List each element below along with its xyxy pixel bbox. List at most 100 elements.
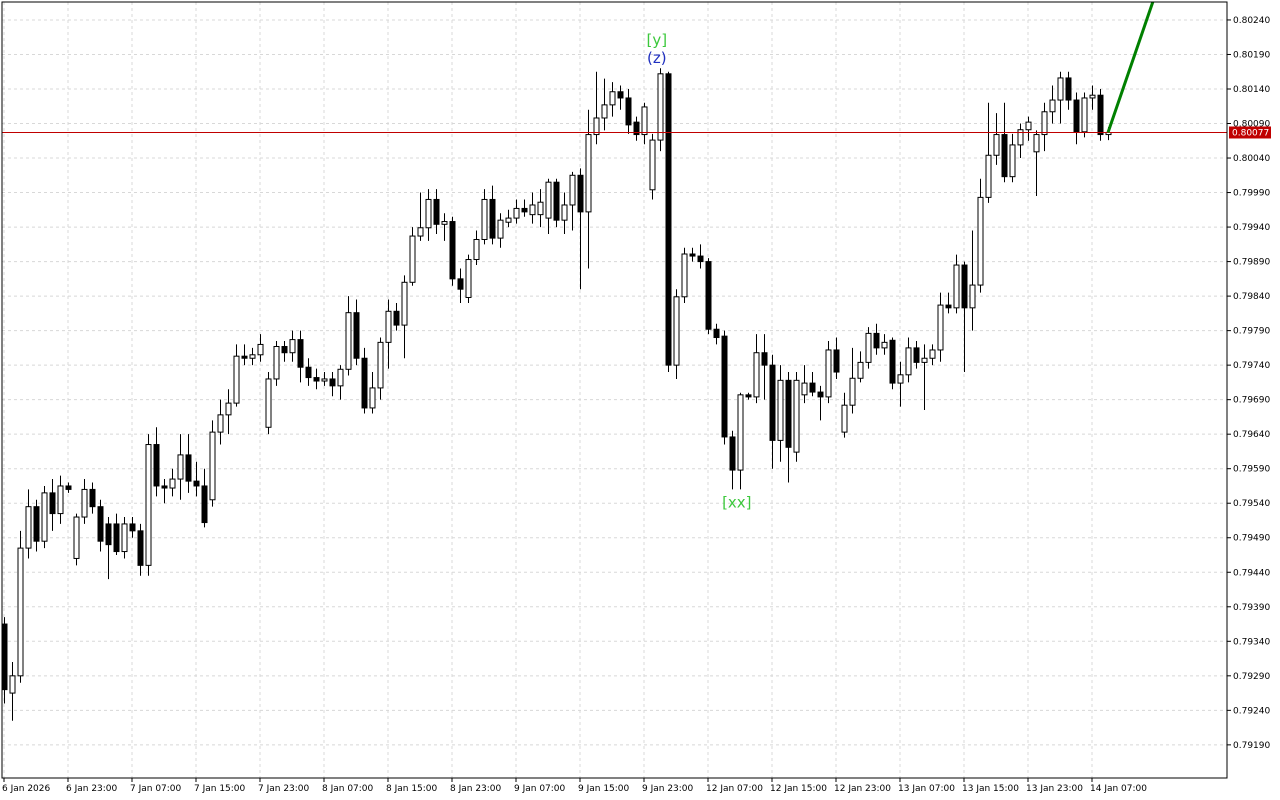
candle-body [953, 264, 960, 309]
candle-body [129, 523, 136, 532]
candle-body [337, 368, 344, 387]
x-tick-label: 6 Jan 23:00 [66, 784, 118, 794]
candle-body [649, 139, 656, 191]
candle-body [1, 623, 8, 691]
candle-body [809, 382, 816, 393]
x-tick-label: 12 Jan 15:00 [770, 784, 827, 794]
candle-body [993, 134, 1000, 156]
candle-body [9, 675, 16, 694]
candle-body [601, 104, 608, 119]
y-tick-label: 0.79340 [1233, 637, 1270, 647]
candle-body [713, 328, 720, 339]
x-tick-label: 8 Jan 15:00 [386, 784, 438, 794]
candle-body [177, 454, 184, 480]
candle-body [281, 346, 288, 354]
y-tick-label: 0.79290 [1233, 672, 1270, 682]
x-tick-label: 6 Jan 2026 [2, 784, 50, 794]
y-tick-label: 0.80140 [1233, 85, 1270, 95]
candle-body [369, 387, 376, 409]
candle-body [385, 310, 392, 343]
candle-body [577, 174, 584, 213]
candle-body [961, 264, 968, 309]
candle-body [985, 154, 992, 198]
candle-body [825, 349, 832, 398]
y-tick-label: 0.79890 [1233, 258, 1270, 268]
y-tick-label: 0.80190 [1233, 50, 1270, 60]
candle-body [57, 485, 64, 515]
grid [2, 2, 1227, 778]
candle-body [193, 480, 200, 487]
candle-body [345, 312, 352, 370]
candle-body [529, 204, 536, 216]
y-tick-label: 0.80240 [1233, 16, 1270, 26]
annotation: (z) [647, 49, 667, 67]
x-tick-label: 9 Jan 15:00 [578, 784, 630, 794]
candle-body [457, 278, 464, 290]
candle-body [473, 238, 480, 261]
y-tick-label: 0.79840 [1233, 292, 1270, 302]
candle-body [1017, 129, 1024, 146]
candle-body [297, 339, 304, 368]
x-tick-label: 7 Jan 07:00 [130, 784, 182, 794]
candle-body [321, 378, 328, 382]
candle-body [633, 121, 640, 136]
candle-body [169, 478, 176, 489]
candle-body [73, 516, 80, 559]
candle-body [417, 227, 424, 237]
candle-body [241, 355, 248, 359]
candle-body [705, 261, 712, 330]
candle-body [921, 357, 928, 363]
candle-body [225, 402, 232, 416]
candle-body [665, 73, 672, 366]
candle-body [105, 523, 112, 546]
x-tick-label: 8 Jan 23:00 [450, 784, 502, 794]
candle-body [889, 339, 896, 384]
candle-body [185, 454, 192, 482]
forecast-line [1106, 2, 1155, 133]
x-tick-label: 12 Jan 07:00 [706, 784, 763, 794]
candle-body [265, 378, 272, 428]
y-tick-label: 0.79240 [1233, 706, 1270, 716]
x-tick-label: 9 Jan 23:00 [642, 784, 694, 794]
y-tick-label: 0.80040 [1233, 154, 1270, 164]
candle-body [513, 207, 520, 219]
candle-body [585, 134, 592, 213]
candle-body [849, 377, 856, 406]
candle-body [113, 523, 120, 553]
candle-body [617, 91, 624, 99]
x-tick-label: 8 Jan 07:00 [322, 784, 374, 794]
candle-body [817, 391, 824, 398]
candle-body [897, 374, 904, 384]
candle-body [201, 485, 208, 524]
candle-body [249, 354, 256, 359]
y-tick-label: 0.79440 [1233, 568, 1270, 578]
candle-body [969, 284, 976, 309]
candle-body [377, 341, 384, 389]
candle-body [1009, 144, 1016, 178]
candle-body [657, 73, 664, 141]
candle-body [489, 198, 496, 239]
candle-body [737, 394, 744, 471]
candle-body [289, 339, 296, 354]
candle-body [1041, 111, 1048, 136]
candle-body [361, 357, 368, 409]
candle-body [1001, 134, 1008, 178]
candle-body [121, 523, 128, 553]
x-tick-label: 7 Jan 15:00 [194, 784, 246, 794]
candle-body [145, 444, 152, 566]
candle-body [137, 530, 144, 566]
axes: 0.80240 0.80190 0.80140 0.80090 0.80040 0.799… [2, 16, 1271, 794]
annotation: [y] [647, 31, 668, 49]
candle-body [217, 414, 224, 433]
candle-body [745, 394, 752, 398]
candle-body [673, 296, 680, 366]
y-tick-label: 0.79990 [1233, 189, 1270, 199]
y-tick-label: 0.79640 [1233, 430, 1270, 440]
candle-body [161, 485, 168, 489]
candle-body [49, 492, 56, 515]
candle-body [33, 506, 40, 542]
candle-body [833, 349, 840, 373]
candle-body [1025, 121, 1032, 131]
candle-body [865, 332, 872, 363]
current-price-box [1229, 126, 1271, 139]
